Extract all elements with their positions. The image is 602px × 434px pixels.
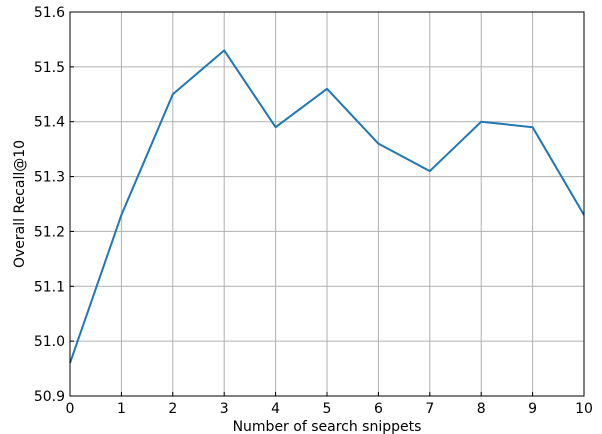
- y-tick-label: 51.6: [34, 5, 65, 21]
- y-tick-label: 50.9: [34, 389, 65, 405]
- y-tick-label: 51.5: [34, 60, 65, 76]
- x-tick-label: 2: [168, 401, 177, 417]
- x-tick-label: 3: [220, 401, 229, 417]
- x-tick-label: 0: [66, 401, 75, 417]
- y-tick-label: 51.3: [34, 170, 65, 186]
- x-tick-label: 4: [271, 401, 280, 417]
- x-tick-labels: 0 1 2 3 4 5 6 7 8 9 10: [66, 401, 593, 417]
- grid: [69, 11, 585, 397]
- x-tick-label: 7: [425, 401, 434, 417]
- x-tick-label: 8: [477, 401, 486, 417]
- x-tick-label: 10: [575, 401, 593, 417]
- x-tick-label: 5: [323, 401, 332, 417]
- y-axis-label: Overall Recall@10: [12, 140, 28, 268]
- y-tick-label: 51.0: [34, 334, 65, 350]
- y-tick-label: 51.2: [34, 224, 65, 240]
- plot-frame: [69, 11, 585, 397]
- y-tick-labels: 50.9 51.0 51.1 51.2 51.3 51.4 51.5 51.6: [34, 5, 65, 405]
- y-tick-label: 51.1: [34, 279, 65, 295]
- y-tick-label: 51.4: [34, 115, 65, 131]
- x-tick-label: 9: [528, 401, 537, 417]
- x-axis-label: Number of search snippets: [233, 419, 422, 434]
- x-tick-label: 6: [374, 401, 383, 417]
- x-tick-label: 1: [117, 401, 126, 417]
